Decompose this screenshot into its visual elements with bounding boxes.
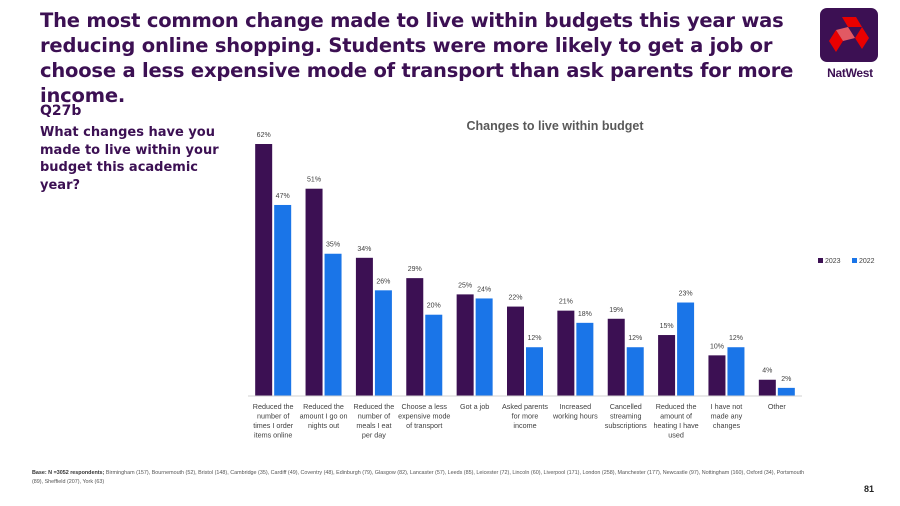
bar-2022-2 xyxy=(374,290,392,396)
question-code: Q27b xyxy=(40,103,82,119)
bar-2023-0 xyxy=(255,144,273,396)
bar-2022-8 xyxy=(677,302,695,396)
data-label-2022-3: 20% xyxy=(427,303,441,310)
category-label-6: Increased working hours xyxy=(552,402,598,421)
category-label-7: Cancelled streaming subscriptions xyxy=(605,402,647,430)
data-label-2023-8: 15% xyxy=(660,323,674,330)
bar-2023-10 xyxy=(758,379,776,396)
legend-swatch-2023 xyxy=(818,258,823,263)
legend-swatch-2022 xyxy=(852,258,857,263)
bar-2023-9 xyxy=(708,355,726,396)
data-label-2023-6: 21% xyxy=(559,299,573,306)
data-label-2023-4: 25% xyxy=(458,282,472,289)
bar-2022-7 xyxy=(626,347,644,396)
bar-chart: Changes to live within budget 62% 51% 34% 29… xyxy=(248,119,875,440)
natwest-logo-icon xyxy=(820,8,878,62)
chart-title: Changes to live within budget xyxy=(466,119,644,133)
data-label-2022-9: 12% xyxy=(729,335,743,342)
bar-2022-1 xyxy=(324,253,342,396)
data-label-2022-5: 12% xyxy=(527,335,541,342)
bar-2023-8 xyxy=(658,335,676,396)
base-label: Base: N =3052 respondents; xyxy=(32,470,105,476)
data-label-2023-7: 19% xyxy=(609,307,623,314)
bar-2023-3 xyxy=(406,278,424,396)
data-label-2023-10: 4% xyxy=(762,368,772,375)
bar-2022-5 xyxy=(526,347,543,396)
bar-2023-7 xyxy=(607,318,625,396)
category-label-5: Asked parents for more income xyxy=(502,402,548,430)
category-label-3: Choose a less expensive mode of transport xyxy=(398,402,450,430)
data-label-2022-2: 26% xyxy=(376,278,390,285)
page-headline: The most common change made to live with… xyxy=(40,9,794,107)
bar-2022-4 xyxy=(475,298,493,396)
data-label-2023-3: 29% xyxy=(408,266,422,273)
category-label-0: Reduced the number of times I order items o… xyxy=(253,402,294,440)
legend-label-2023: 2023 xyxy=(825,258,841,265)
data-label-2022-6: 18% xyxy=(578,311,592,318)
data-label-2022-7: 12% xyxy=(628,335,642,342)
data-label-2023-5: 22% xyxy=(508,295,522,302)
category-label-9: I have not made any changes xyxy=(711,402,743,430)
category-label-2: Reduced the number of meals I eat per day xyxy=(354,402,395,440)
bar-2023-4 xyxy=(456,294,474,396)
data-label-2022-1: 35% xyxy=(326,242,340,249)
data-label-2022-8: 23% xyxy=(679,291,693,298)
base-note: Base: N =3052 respondents; Birmingham (1… xyxy=(32,469,812,487)
question-text: What changes have you made to live withi… xyxy=(40,125,219,193)
category-label-1: Reduced the amount I go on nights out xyxy=(300,402,348,430)
data-label-2023-0: 62% xyxy=(257,132,271,139)
bar-2022-9 xyxy=(727,347,745,396)
data-label-2023-2: 34% xyxy=(357,246,371,253)
bar-2023-6 xyxy=(557,310,575,396)
bar-2023-5 xyxy=(507,306,524,396)
bar-2022-10 xyxy=(777,387,795,396)
legend-label-2022: 2022 xyxy=(859,258,875,265)
category-label-10: Other xyxy=(768,402,787,411)
data-label-2023-1: 51% xyxy=(307,177,321,184)
bar-2023-2 xyxy=(355,257,373,396)
bar-2023-1 xyxy=(305,188,323,396)
category-label-4: Got a job xyxy=(460,402,489,411)
category-label-8: Reduced the amount of heating I have used xyxy=(654,402,699,440)
data-label-2022-4: 24% xyxy=(477,286,491,293)
bar-2022-0 xyxy=(274,204,292,396)
natwest-logo-text: NatWest xyxy=(827,66,873,80)
data-label-2022-10: 2% xyxy=(781,376,791,383)
bar-2022-6 xyxy=(576,322,594,396)
data-label-2022-0: 47% xyxy=(276,193,290,200)
natwest-logo: NatWest xyxy=(818,8,882,82)
bar-2022-3 xyxy=(425,314,443,396)
page-number: 81 xyxy=(864,484,875,494)
data-label-2023-9: 10% xyxy=(710,343,724,350)
base-text: Birmingham (157), Bournemouth (52), Bris… xyxy=(32,470,805,485)
